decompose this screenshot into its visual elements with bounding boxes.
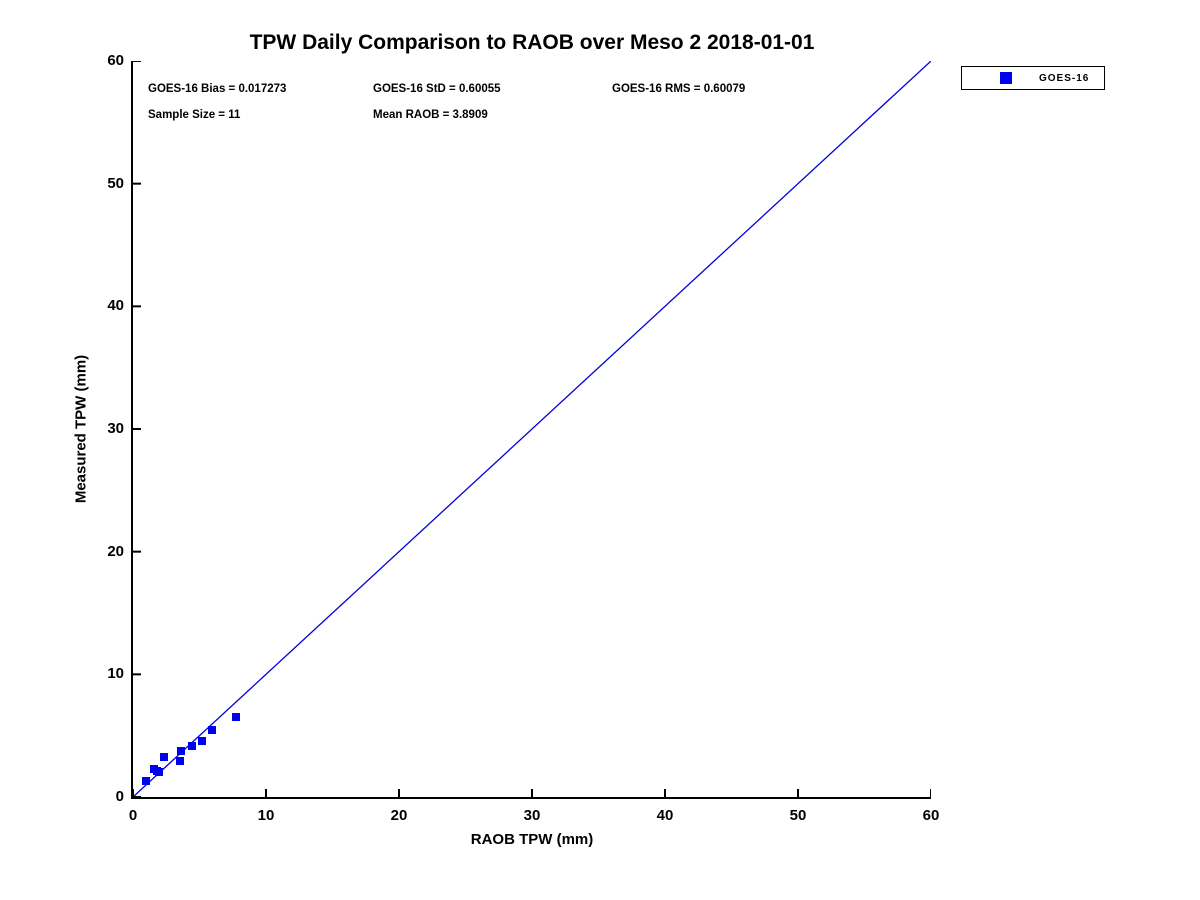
stat-sample-size: Sample Size = 11 [148,109,241,121]
stat-std: GOES-16 StD = 0.60055 [373,83,501,95]
stat-rms: GOES-16 RMS = 0.60079 [612,83,746,95]
legend: GOES-16 [961,66,1105,90]
y-axis-label: Measured TPW (mm) [72,354,90,504]
y-tick-label: 30 [107,420,124,437]
plot-axes [131,61,931,799]
x-tick-label: 60 [922,807,940,824]
tick-marks [133,61,931,797]
legend-label: GOES-16 [1039,72,1090,84]
y-tick-label: 60 [107,52,124,69]
identity-line [133,61,931,797]
stat-bias: GOES-16 Bias = 0.017273 [148,83,287,95]
y-tick-label: 0 [115,788,124,805]
y-tick-label: 10 [107,665,124,683]
y-tick-label: 50 [107,174,124,192]
y-tick-label: 20 [107,542,124,560]
x-tick-label: 10 [257,807,275,824]
legend-marker-square-icon [1000,72,1012,84]
plot-area [133,61,931,797]
x-tick-label: 30 [523,807,541,824]
x-tick-label: 50 [789,807,807,824]
x-tick-label: 40 [656,807,674,824]
chart-title: TPW Daily Comparison to RAOB over Meso 2… [249,31,815,54]
y-tick-label: 40 [107,297,124,315]
x-tick-label: 20 [390,807,408,824]
x-tick-label: 0 [128,807,138,824]
x-axis-label: RAOB TPW (mm) [470,831,594,848]
stat-mean-raob: Mean RAOB = 3.8909 [373,109,488,121]
